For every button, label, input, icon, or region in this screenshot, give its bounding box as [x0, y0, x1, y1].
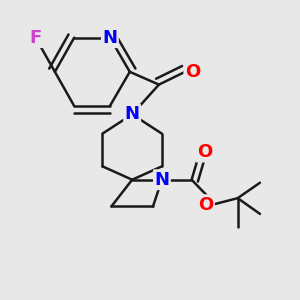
Text: O: O	[198, 196, 214, 214]
Text: N: N	[154, 171, 169, 189]
Text: O: O	[185, 63, 200, 81]
Text: N: N	[125, 105, 140, 123]
Text: F: F	[29, 29, 42, 47]
Text: N: N	[102, 29, 117, 47]
Text: O: O	[197, 143, 212, 161]
